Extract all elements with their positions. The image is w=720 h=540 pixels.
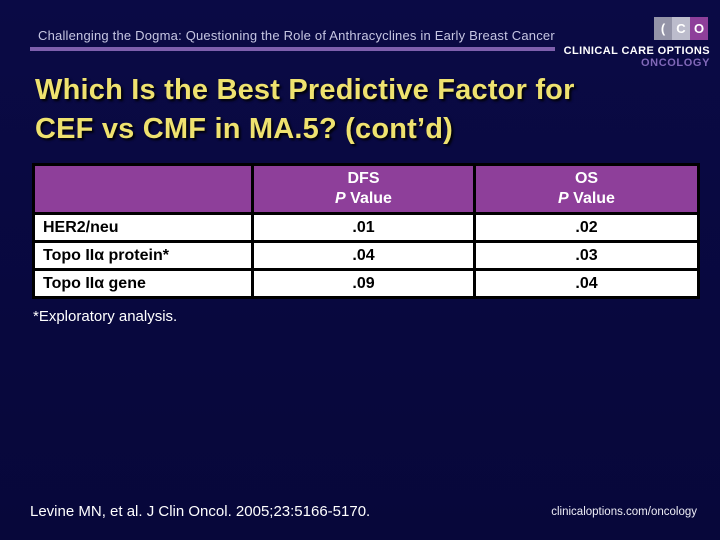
table-header-row: DFS P Value OS P Value (32, 163, 700, 215)
os-value: .04 (473, 268, 700, 299)
website-link: clinicaloptions.com/oncology (551, 506, 697, 518)
table-row: Topo IIα protein* .04 .03 (32, 240, 700, 271)
page-title-line1: Which Is the Best Predictive Factor for (35, 74, 575, 106)
results-table: DFS P Value OS P Value HER2/neu .01 .02 … (32, 163, 700, 299)
table-header-empty (32, 163, 254, 215)
org-division: ONCOLOGY (641, 57, 710, 69)
footnote: *Exploratory analysis. (33, 308, 178, 325)
org-name: CLINICAL CARE OPTIONS (563, 45, 710, 57)
breadcrumb: Challenging the Dogma: Questioning the R… (38, 28, 555, 43)
row-label: HER2/neu (32, 212, 254, 243)
header-underline (30, 47, 555, 51)
page-title-line2: CEF vs CMF in MA.5? (cont’d) (35, 113, 454, 145)
table-row: HER2/neu .01 .02 (32, 212, 700, 243)
dfs-value: .09 (251, 268, 476, 299)
logo-crescent-icon: ( (654, 17, 672, 40)
table-header-dfs-value: Value (345, 190, 392, 207)
logo-c-icon: C (672, 17, 690, 40)
table-header-os: OS P Value (473, 163, 700, 215)
table-header-os-label: OS (574, 170, 599, 187)
os-value: .03 (473, 240, 700, 271)
table-row: Topo IIα gene .09 .04 (32, 268, 700, 299)
logo-o-icon: O (690, 17, 708, 40)
table-header-dfs: DFS P Value (251, 163, 476, 215)
table-header-dfs-label: DFS (347, 170, 380, 187)
page-title: Which Is the Best Predictive Factor for … (35, 71, 575, 149)
citation: Levine MN, et al. J Clin Oncol. 2005;23:… (30, 503, 371, 520)
os-value: .02 (473, 212, 700, 243)
table-header-os-p: P (558, 190, 569, 207)
row-label: Topo IIα gene (32, 268, 254, 299)
dfs-value: .04 (251, 240, 476, 271)
table-header-os-value: Value (568, 190, 615, 207)
dfs-value: .01 (251, 212, 476, 243)
row-label: Topo IIα protein* (32, 240, 254, 271)
cco-logo: ( C O (654, 17, 708, 40)
table-header-dfs-p: P (335, 190, 346, 207)
